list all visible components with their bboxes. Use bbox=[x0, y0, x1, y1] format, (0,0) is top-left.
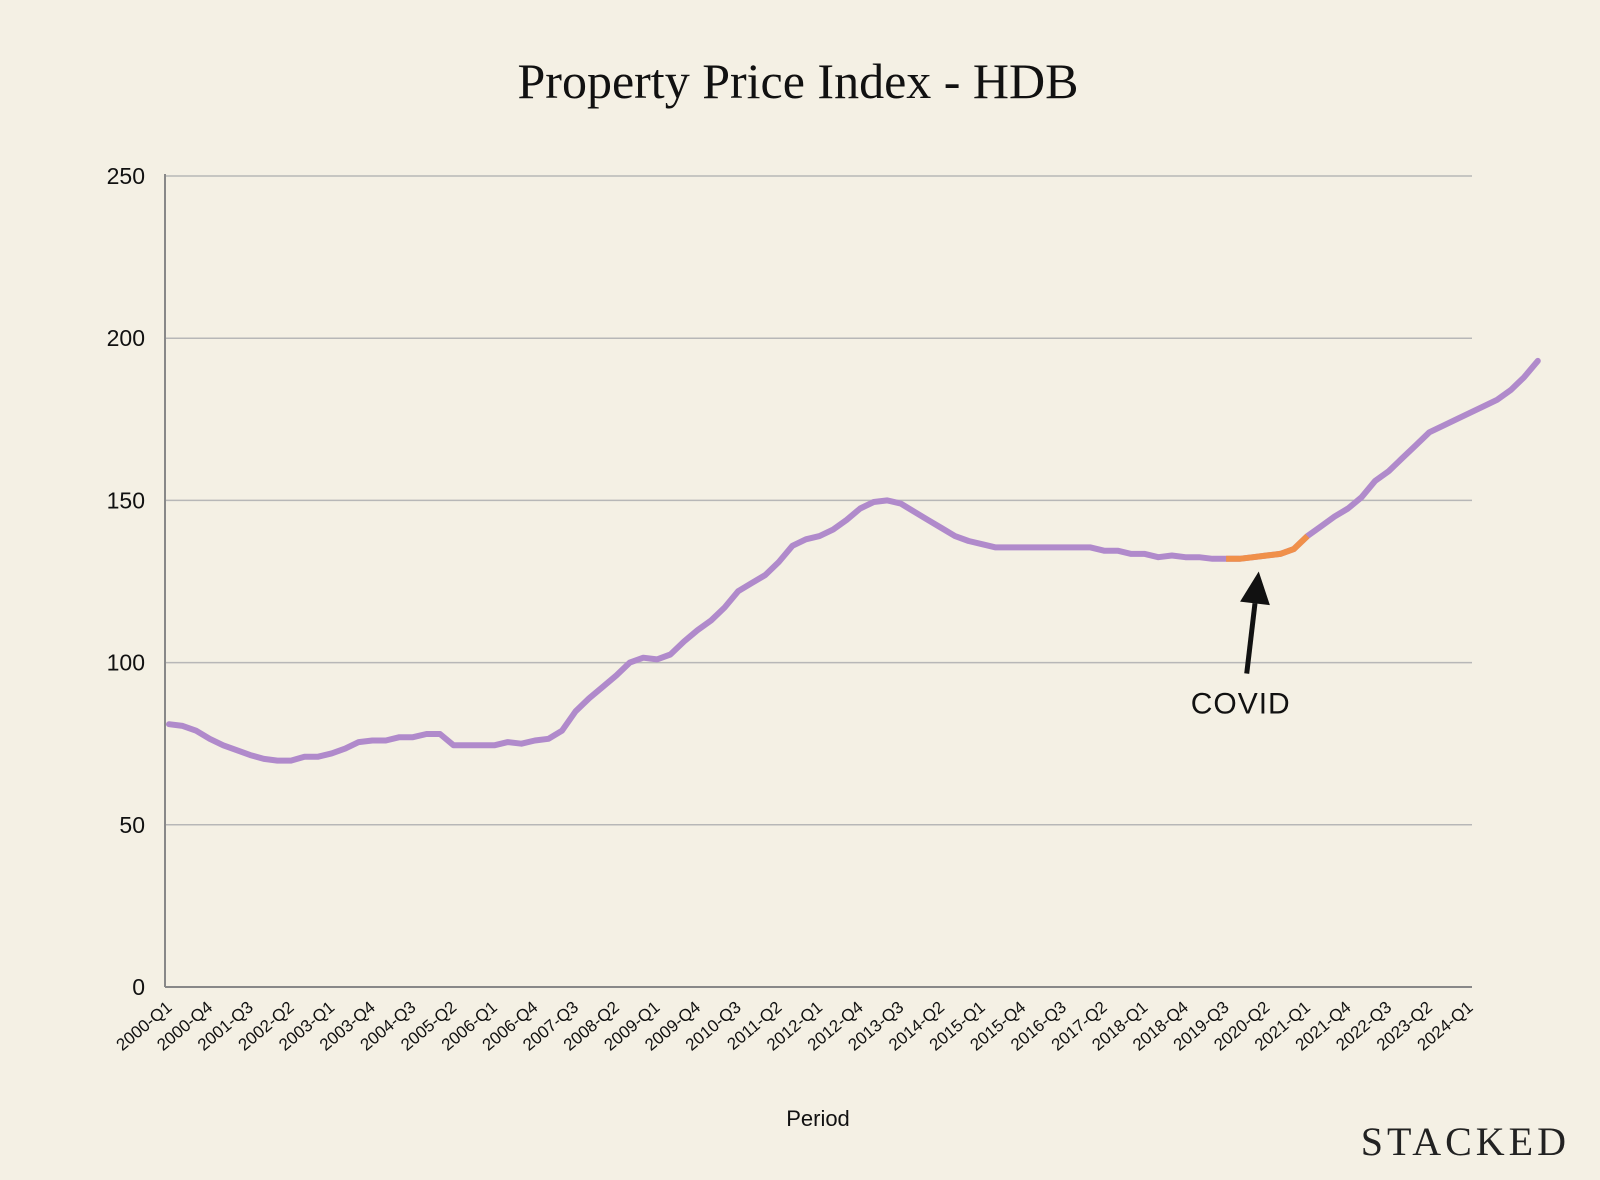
x-axis-label: Period bbox=[786, 1106, 850, 1131]
annotation-arrow-head bbox=[1240, 571, 1270, 606]
series-lines bbox=[166, 357, 1541, 764]
x-tick-labels: 2000-Q12000-Q42001-Q32002-Q22003-Q12003-… bbox=[113, 998, 1477, 1055]
chart-title: Property Price Index - HDB bbox=[518, 53, 1079, 109]
covid-annotation: COVID bbox=[1191, 571, 1291, 721]
y-tick-label: 150 bbox=[107, 487, 145, 513]
y-tick-labels: 0 50 100 150 200 250 bbox=[107, 163, 145, 1000]
axes bbox=[164, 174, 1472, 988]
y-tick-label: 100 bbox=[107, 650, 145, 676]
y-tick-label: 250 bbox=[107, 163, 145, 189]
series-line bbox=[166, 357, 1541, 764]
annotation-arrow-shaft bbox=[1244, 603, 1258, 674]
annotation-label: COVID bbox=[1191, 688, 1291, 721]
covid-highlight-segment bbox=[1226, 533, 1310, 562]
y-tick-label: 200 bbox=[107, 325, 145, 351]
gridlines bbox=[165, 175, 1472, 826]
y-tick-label: 50 bbox=[119, 812, 145, 838]
stacked-logo: STACKED bbox=[1361, 1119, 1570, 1164]
y-tick-label: 0 bbox=[132, 974, 145, 1000]
